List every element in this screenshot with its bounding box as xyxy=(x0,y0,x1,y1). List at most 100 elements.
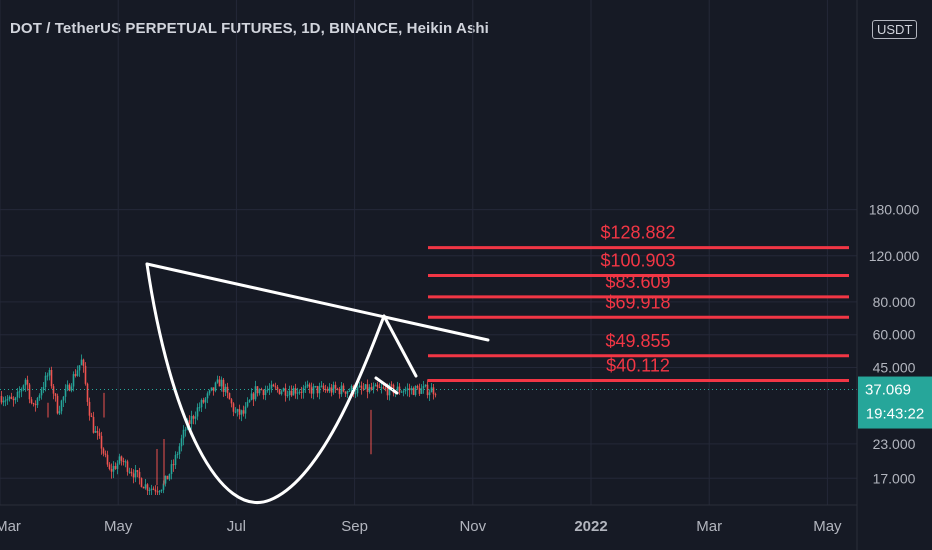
candle-body xyxy=(380,387,383,389)
price-level-label: $83.609 xyxy=(605,272,670,292)
candle-body xyxy=(124,461,127,463)
candle-body xyxy=(100,435,103,449)
candle-body xyxy=(110,468,113,472)
candle-body xyxy=(312,386,315,394)
candle-body xyxy=(6,398,9,401)
candle-body xyxy=(388,384,391,396)
candle-body xyxy=(412,388,415,395)
candle-body xyxy=(194,416,197,419)
candle-body xyxy=(16,391,19,398)
candle-body xyxy=(426,384,429,396)
candle-body xyxy=(370,387,373,390)
x-tick-label: Sep xyxy=(341,518,368,535)
candle-body xyxy=(434,394,437,396)
candle-body xyxy=(430,387,433,393)
candle-body xyxy=(58,411,61,414)
candle-body xyxy=(128,471,131,473)
candle-body xyxy=(114,465,117,469)
candle-body xyxy=(56,395,59,414)
candle-body xyxy=(386,388,389,396)
candle-body xyxy=(90,415,93,417)
candle-body xyxy=(310,387,313,394)
candle-body xyxy=(248,400,251,402)
candle-body xyxy=(30,399,33,404)
candle-body xyxy=(160,489,163,492)
candle-body xyxy=(366,384,369,392)
candle-body xyxy=(164,475,167,484)
candle-body xyxy=(212,387,215,391)
candle-body xyxy=(242,410,245,414)
candle-body xyxy=(198,407,201,409)
candle-body xyxy=(244,406,247,414)
candle-body xyxy=(348,390,351,392)
candle-body xyxy=(358,385,361,387)
price-level-label: $40.112 xyxy=(606,356,670,376)
candle-body xyxy=(416,385,419,388)
candle-body xyxy=(78,365,81,371)
handle-line xyxy=(382,314,418,378)
candle-body xyxy=(150,488,153,490)
price-level-label: $49.855 xyxy=(605,331,670,351)
candle-body xyxy=(184,429,187,431)
last-price-countdown: 19:43:22 xyxy=(866,406,924,423)
candle-body xyxy=(80,359,83,366)
candle-body xyxy=(296,392,299,394)
candle-body xyxy=(428,392,431,396)
candle-body xyxy=(332,384,335,393)
candle-body xyxy=(234,411,237,413)
candle-body xyxy=(274,386,277,388)
candle-body xyxy=(28,384,31,400)
x-tick-label: Nov xyxy=(459,518,486,535)
candle-body xyxy=(104,453,107,455)
x-tick-label: Mar xyxy=(0,518,21,535)
candle-body xyxy=(208,390,211,394)
candle-body xyxy=(314,386,317,388)
candle-body xyxy=(36,397,39,406)
candle-body xyxy=(122,460,125,463)
candle-body xyxy=(22,385,25,390)
candle-body xyxy=(330,387,333,393)
candle-body xyxy=(68,384,71,391)
candle-body xyxy=(382,387,385,389)
candle-body xyxy=(326,389,329,392)
candle-body xyxy=(422,386,425,389)
candle-body xyxy=(82,359,85,366)
candle-body xyxy=(146,484,149,491)
x-tick-label: May xyxy=(813,518,842,535)
grid-lines xyxy=(0,0,857,505)
candle-body xyxy=(54,393,57,396)
x-tick-label: Mar xyxy=(696,518,722,535)
candle-body xyxy=(148,489,151,491)
candle-body xyxy=(230,399,233,404)
candle-body xyxy=(432,387,435,395)
candle-body xyxy=(2,400,5,403)
candle-body xyxy=(402,391,405,393)
candle-body xyxy=(272,384,275,387)
candle-body xyxy=(290,390,293,396)
candle-body xyxy=(44,375,47,388)
candle-body xyxy=(18,391,21,393)
candle-body xyxy=(282,388,285,392)
candle-body xyxy=(126,461,129,472)
y-tick-label: 17.000 xyxy=(873,470,916,486)
candle-body xyxy=(250,393,253,401)
candle-body xyxy=(376,384,379,388)
candle-body xyxy=(390,384,393,386)
candle-body xyxy=(60,400,63,412)
currency-badge[interactable]: USDT xyxy=(872,20,918,39)
candle-body xyxy=(344,391,347,394)
candle-body xyxy=(280,391,283,395)
candle-body xyxy=(284,388,287,396)
candle-body xyxy=(356,386,359,394)
candle-body xyxy=(398,386,401,392)
candle-body xyxy=(0,396,3,403)
y-tick-label: 23.000 xyxy=(873,436,916,452)
chart-title: DOT / TetherUS PERPETUAL FUTURES, 1D, BI… xyxy=(10,20,489,37)
candle-body xyxy=(38,395,41,398)
candle-body xyxy=(298,391,301,393)
candle-body xyxy=(162,483,165,490)
candle-body xyxy=(34,404,37,406)
candle-body xyxy=(360,385,363,389)
candle-body xyxy=(26,379,29,385)
candle-body xyxy=(322,385,325,390)
